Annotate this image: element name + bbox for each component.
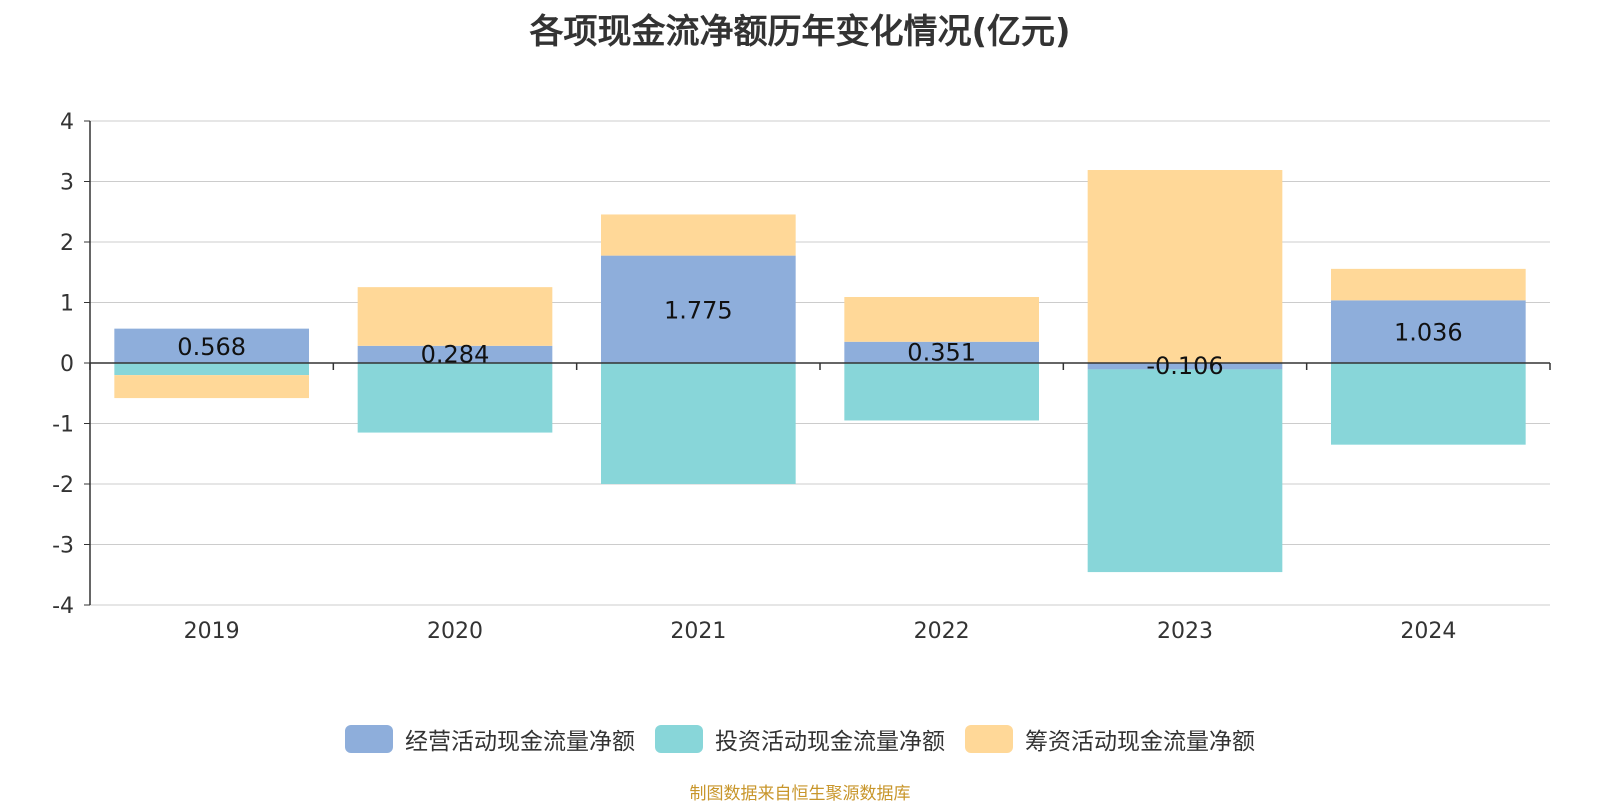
bar-investing-2020[interactable] <box>357 363 553 433</box>
bar-investing-2021[interactable] <box>601 363 796 484</box>
bar-operating-2021[interactable] <box>601 255 796 363</box>
label-layer: 0.568 0.284 1.775 0.351 -0.106 1.036 <box>177 296 1462 380</box>
x-tick-label: 2019 <box>184 619 240 644</box>
bar-layer <box>114 170 1526 573</box>
bar-financing-2019[interactable] <box>114 375 309 399</box>
grid-layer <box>90 120 1550 606</box>
chart-svg: 4 3 2 1 0 -1 -2 -3 -4 2019 2020 2021 2022 2023 2024 0.… <box>52 110 1551 644</box>
bar-financing-2022[interactable] <box>844 296 1039 342</box>
x-tick-label: 2021 <box>670 619 726 644</box>
data-label-2019: 0.568 <box>177 333 246 361</box>
data-label-2022: 0.351 <box>907 338 976 366</box>
y-tick-label: 1 <box>60 292 74 317</box>
y-tick-label: 4 <box>60 110 74 135</box>
y-tick-label: -1 <box>52 413 74 438</box>
legend: 经营活动现金流量净额 投资活动现金流量净额 筹资活动现金流量净额 <box>0 722 1600 756</box>
data-label-2020: 0.284 <box>421 340 490 368</box>
bar-financing-2023[interactable] <box>1087 170 1283 363</box>
chart-title: 各项现金流净额历年变化情况(亿元) <box>529 12 1071 52</box>
data-label-2024: 1.036 <box>1394 319 1463 347</box>
data-label-2023: -0.106 <box>1146 352 1223 380</box>
y-tick-label: -4 <box>52 594 74 619</box>
legend-item-financing[interactable]: 筹资活动现金流量净额 <box>965 722 1255 756</box>
legend-swatch-investing <box>655 725 703 753</box>
bar-financing-2024[interactable] <box>1331 268 1526 301</box>
y-tick-label: 0 <box>60 352 74 377</box>
legend-label-financing: 筹资活动现金流量净额 <box>1025 729 1255 755</box>
legend-swatch-operating <box>345 725 393 753</box>
y-tick-label: 3 <box>60 171 74 196</box>
bar-investing-2022[interactable] <box>844 363 1039 421</box>
bar-operating-2023[interactable] <box>1087 363 1283 370</box>
x-tick-label: 2023 <box>1157 619 1213 644</box>
bar-operating-2019[interactable] <box>114 328 309 363</box>
legend-item-operating[interactable]: 经营活动现金流量净额 <box>345 722 635 756</box>
bar-operating-2020[interactable] <box>357 345 553 363</box>
y-tick-label: -2 <box>52 473 74 498</box>
bar-investing-2019[interactable] <box>114 363 309 376</box>
bar-investing-2023[interactable] <box>1087 369 1283 573</box>
bar-investing-2024[interactable] <box>1331 363 1526 445</box>
x-tick-label: 2022 <box>914 619 970 644</box>
y-tick-label: -3 <box>52 534 74 559</box>
axis-layer: 4 3 2 1 0 -1 -2 -3 -4 2019 2020 2021 2022 2023 2024 <box>52 110 1551 644</box>
legend-label-investing: 投资活动现金流量净额 <box>715 729 945 755</box>
x-tick-label: 2024 <box>1400 619 1456 644</box>
bar-financing-2021[interactable] <box>601 214 796 256</box>
bar-operating-2022[interactable] <box>844 341 1039 363</box>
data-label-2021: 1.775 <box>664 296 733 324</box>
legend-label-operating: 经营活动现金流量净额 <box>405 729 635 755</box>
x-tick-label: 2020 <box>427 619 483 644</box>
bar-financing-2020[interactable] <box>357 287 553 346</box>
legend-swatch-financing <box>965 725 1013 753</box>
bar-operating-2024[interactable] <box>1331 300 1526 363</box>
source-note: 制图数据来自恒生聚源数据库 <box>689 784 911 804</box>
y-tick-label: 2 <box>60 231 74 256</box>
legend-item-investing[interactable]: 投资活动现金流量净额 <box>655 722 945 756</box>
